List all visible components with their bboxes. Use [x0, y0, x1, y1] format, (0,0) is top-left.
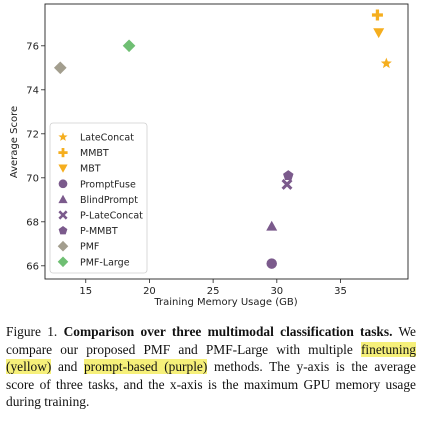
- legend-label-lateconcat: LateConcat: [80, 133, 134, 144]
- data-point-promptfuse: [266, 258, 277, 269]
- caption-text-2: and: [58, 359, 78, 374]
- legend-label-p-lateconcat: P-LateConcat: [80, 211, 143, 222]
- data-point-mbt: [373, 28, 385, 39]
- data-point-pmf-large: [122, 39, 136, 53]
- x-tick-label: 20: [143, 286, 156, 297]
- y-tick-label: 70: [26, 173, 39, 184]
- legend-label-pmf: PMF: [80, 242, 99, 253]
- legend-label-pmf-large: PMF-Large: [80, 257, 130, 268]
- scatter-chart: 15 20 25 30 35 66 68 70 72 74 76 Training Memory U…: [9, 3, 409, 308]
- caption-text-1: We compare our proposed PMF and PMF-Larg…: [6, 324, 416, 357]
- x-tick-label: 15: [79, 286, 92, 297]
- legend-marker-mmbt: [58, 148, 68, 158]
- y-tick-label: 76: [26, 41, 39, 52]
- legend-label-promptfuse: PromptFuse: [80, 179, 136, 190]
- legend-marker-p-mmbt: [58, 226, 68, 235]
- legend-label-p-mmbt: P-MMBT: [80, 226, 118, 237]
- legend-marker-lateconcat: [58, 132, 68, 141]
- x-tick-label: 30: [270, 286, 283, 297]
- x-tick-label: 25: [207, 286, 220, 297]
- data-point-p-mmbt: [283, 170, 294, 181]
- figure-caption: Figure 1. Comparison over three multimod…: [6, 323, 416, 411]
- y-tick-label: 68: [26, 217, 39, 228]
- x-axis-label: Training Memory Usage (GB): [153, 297, 297, 308]
- data-point-mmbt: [371, 9, 383, 21]
- caption-title: Comparison over three multimodal classif…: [63, 324, 393, 339]
- legend-label-mmbt: MMBT: [80, 148, 109, 159]
- legend-label-blindprompt: BlindPrompt: [80, 195, 138, 206]
- data-point-blindprompt: [266, 220, 278, 231]
- caption-label: Figure 1.: [6, 324, 58, 339]
- legend-marker-pmf-large: [57, 256, 69, 268]
- legend-marker-mbt: [58, 164, 68, 173]
- legend-marker-promptfuse: [58, 179, 68, 189]
- x-tick-label: 35: [334, 286, 347, 297]
- y-tick-label: 72: [26, 129, 39, 140]
- legend-box: [49, 122, 148, 274]
- data-point-p-lateconcat: [281, 178, 293, 190]
- axis-ticks: 15 20 25 30 35 66 68 70 72 74 76: [26, 41, 347, 297]
- data-points: [53, 9, 392, 269]
- legend: LateConcat MMBT MBT PromptFuse BlindPrompt P-…: [57, 132, 143, 268]
- caption-text-3: methods. The y-axis is the average score…: [6, 359, 416, 409]
- data-point-pmf: [53, 61, 67, 75]
- legend-marker-p-lateconcat: [58, 210, 68, 220]
- legend-marker-blindprompt: [58, 194, 68, 204]
- caption-highlight-prompt: prompt-based (purple): [83, 359, 208, 374]
- y-axis-label: Average Score: [9, 106, 20, 178]
- y-tick-label: 66: [26, 261, 39, 272]
- data-point-lateconcat: [380, 57, 392, 69]
- plot-frame: [44, 3, 409, 280]
- legend-label-mbt: MBT: [80, 164, 101, 175]
- y-tick-label: 74: [26, 85, 39, 96]
- legend-marker-pmf: [57, 240, 69, 252]
